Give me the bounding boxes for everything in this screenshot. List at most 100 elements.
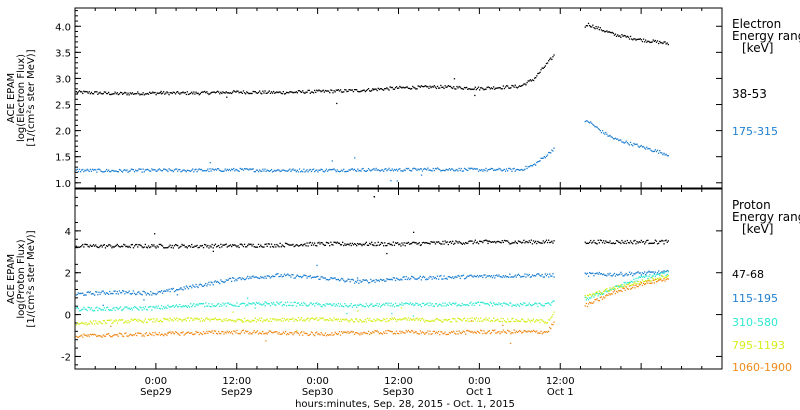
proton-data-point <box>638 241 640 243</box>
proton-data-point <box>350 303 352 305</box>
electron-data-point <box>521 168 523 171</box>
proton-data-point <box>163 317 165 320</box>
proton-data-point <box>619 290 621 292</box>
electron-data-point <box>82 92 84 95</box>
electron-data-point <box>607 135 609 137</box>
electron-data-point <box>534 77 536 79</box>
electron-data-point <box>235 91 237 93</box>
proton-data-point <box>187 245 190 247</box>
proton-data-point <box>173 333 176 335</box>
proton-data-point <box>213 330 215 332</box>
proton-data-point <box>436 318 439 320</box>
proton-data-point <box>412 315 415 317</box>
proton-data-point <box>325 319 328 321</box>
electron-data-point <box>154 169 156 171</box>
electron-data-point <box>138 93 140 95</box>
proton-data-point <box>159 243 162 246</box>
proton-data-point <box>544 331 546 333</box>
electron-data-point <box>164 93 166 95</box>
proton-data-point <box>502 329 504 331</box>
proton-data-point <box>609 272 611 274</box>
proton-data-point <box>369 304 371 307</box>
proton-data-point <box>641 279 644 281</box>
proton-data-point <box>252 275 254 277</box>
proton-data-point <box>238 246 240 249</box>
proton-data-point <box>598 271 600 274</box>
proton-data-point <box>199 245 201 247</box>
proton-data-point <box>103 307 105 309</box>
electron-ytick-label: 2.0 <box>55 127 71 138</box>
proton-data-point <box>76 336 79 338</box>
proton-data-point <box>646 239 648 242</box>
proton-data-point <box>435 241 438 243</box>
electron-data-point <box>129 92 131 94</box>
proton-data-point <box>174 319 177 321</box>
electron-data-point <box>526 82 528 84</box>
proton-data-point <box>140 244 142 247</box>
electron-data-point <box>660 42 662 44</box>
proton-data-point <box>216 280 219 283</box>
proton-data-point <box>250 277 252 279</box>
electron-data-point <box>192 93 194 95</box>
proton-data-point <box>654 271 656 273</box>
electron-data-point <box>184 91 186 94</box>
proton-data-point <box>447 319 449 321</box>
proton-data-point <box>468 240 470 243</box>
electron-data-point <box>138 168 140 170</box>
electron-data-point <box>626 35 628 38</box>
electron-ytick-label: 1.5 <box>55 153 71 164</box>
proton-data-point <box>307 305 309 307</box>
electron-data-point <box>91 168 94 170</box>
electron-data-point <box>614 137 617 139</box>
electron-data-point <box>484 88 486 90</box>
proton-data-point <box>170 319 172 321</box>
proton-data-point <box>646 275 648 277</box>
proton-data-point <box>201 285 204 287</box>
proton-data-point <box>375 245 377 247</box>
proton-data-point <box>412 330 414 332</box>
proton-data-point <box>525 321 527 323</box>
electron-data-point <box>100 92 102 95</box>
electron-data-point <box>243 168 246 170</box>
proton-data-point <box>275 304 277 306</box>
proton-data-point <box>519 330 522 332</box>
proton-data-point <box>180 245 182 248</box>
proton-data-point <box>279 302 281 304</box>
proton-data-point <box>525 331 527 333</box>
proton-data-point <box>344 281 346 283</box>
electron-data-point <box>268 170 270 172</box>
electron-data-point <box>311 169 314 171</box>
proton-data-point <box>154 293 156 295</box>
proton-data-point <box>277 302 279 304</box>
proton-data-point <box>662 240 664 242</box>
electron-data-point <box>300 171 302 173</box>
electron-data-point <box>253 171 255 173</box>
proton-data-point <box>103 320 105 322</box>
electron-data-point <box>390 86 392 89</box>
proton-data-point <box>296 244 298 246</box>
proton-data-point <box>649 242 651 244</box>
proton-data-point <box>475 332 477 334</box>
electron-data-point <box>426 169 428 171</box>
proton-data-point <box>503 320 506 322</box>
electron-data-point <box>356 170 358 172</box>
electron-data-point <box>91 93 94 95</box>
proton-data-point <box>450 331 453 333</box>
proton-data-point <box>439 275 441 277</box>
proton-data-point <box>273 275 275 278</box>
proton-data-point <box>433 241 435 243</box>
proton-data-point <box>526 320 528 323</box>
electron-data-point <box>454 170 456 172</box>
proton-data-point <box>480 240 482 243</box>
electron-data-point <box>398 87 400 89</box>
proton-data-point <box>425 242 427 244</box>
proton-data-point <box>151 244 153 246</box>
proton-data-point <box>140 320 142 322</box>
proton-data-point <box>398 305 400 307</box>
proton-data-point <box>122 245 124 248</box>
electron-data-point <box>95 169 97 171</box>
proton-data-point <box>143 335 145 337</box>
proton-data-point <box>624 281 626 284</box>
proton-data-point <box>402 318 404 320</box>
proton-data-point <box>509 321 511 323</box>
